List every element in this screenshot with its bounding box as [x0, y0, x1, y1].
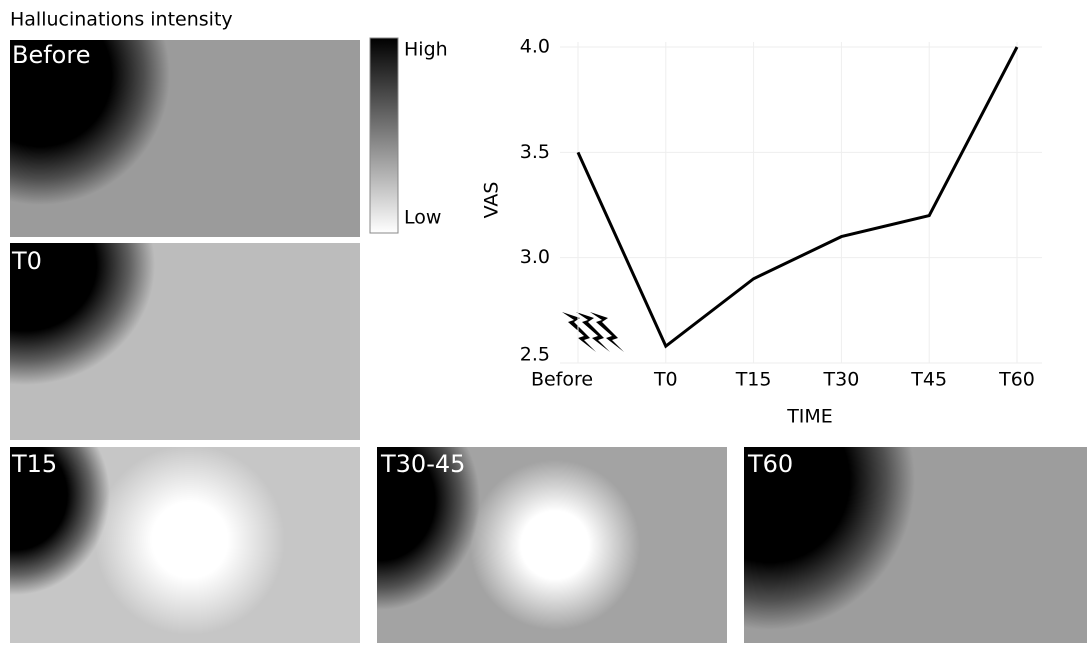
panel-label: T30-45 [380, 450, 465, 478]
x-tick-label: T0 [653, 369, 678, 391]
panel-label: T15 [11, 450, 57, 478]
panel-label: T0 [11, 247, 42, 275]
y-tick-label: 3.5 [520, 141, 550, 163]
stimulus-icon [562, 312, 624, 352]
data-line [576, 46, 1019, 349]
y-tick-label: 3.0 [520, 246, 550, 268]
x-axis-label: TIME [786, 406, 833, 428]
heatmap-panel [10, 243, 360, 440]
heatmap-panel [377, 447, 727, 643]
heatmap-panel [744, 447, 1087, 643]
colorbar-label: Low [404, 207, 441, 229]
x-tick-label: T60 [998, 369, 1035, 391]
x-tick-label: Before [531, 369, 593, 391]
colorbar [369, 37, 399, 234]
x-tick-label: T30 [823, 369, 860, 391]
panel-label: Before [12, 41, 90, 69]
y-tick-label: 2.5 [520, 344, 550, 366]
heatmap-panel [10, 447, 360, 643]
x-tick-label: T45 [910, 369, 947, 391]
heatmap-panel [10, 40, 360, 237]
panel-label: T60 [747, 450, 793, 478]
y-axis-label: VAS [481, 182, 503, 219]
figure-title: Hallucinations intensity [10, 9, 233, 31]
colorbar-label: High [404, 39, 448, 61]
y-tick-label: 4.0 [520, 36, 550, 58]
x-tick-label: T15 [735, 369, 772, 391]
